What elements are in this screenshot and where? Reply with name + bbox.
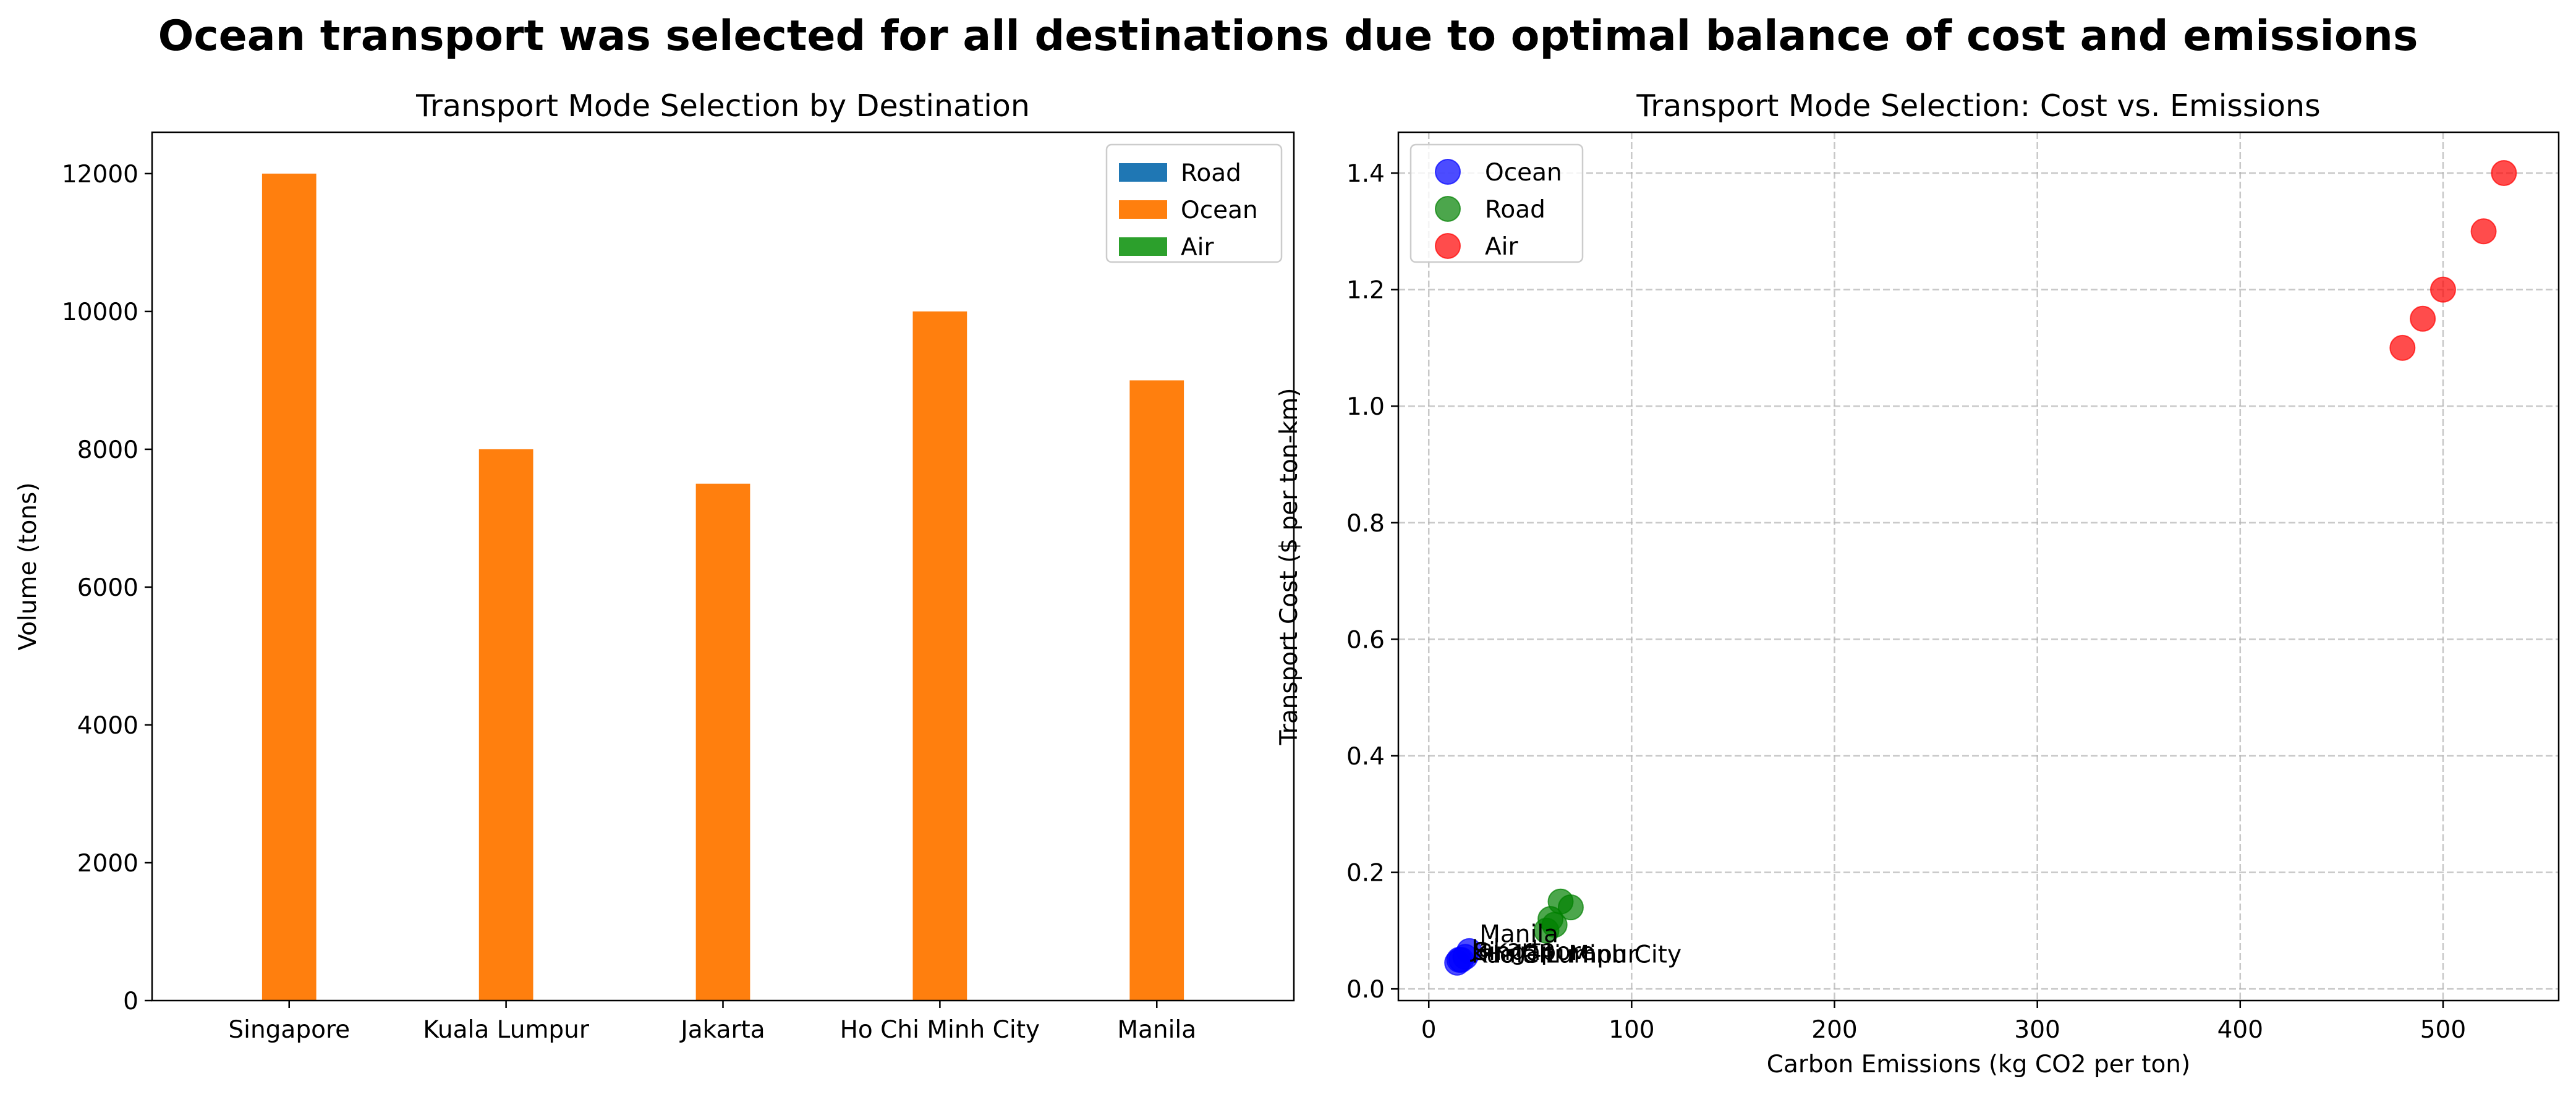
bar-legend-swatch-ocean [1119, 200, 1167, 219]
bar-chart-panel: 0 2000 4000 6000 8000 10000 12000 Singapore Kual… [14, 88, 1295, 1044]
bar-legend: Road Ocean Air [1105, 143, 1283, 263]
bar-ocean-4 [1129, 380, 1184, 1001]
scatter-legend-marker-ocean [1435, 159, 1461, 185]
bar-xtick-label-2: Jakarta [679, 1016, 765, 1044]
bar-ytick-label-6: 12000 [62, 161, 138, 188]
bar-legend-label-air: Air [1181, 234, 1215, 261]
bar-legend-swatch-road [1119, 163, 1167, 182]
scatter-ytick-label-3: 0.6 [1346, 626, 1385, 654]
annotation-3: Kuala Lumpur [1471, 941, 1638, 969]
bar-ocean-3 [912, 311, 967, 1001]
annotation-4: Ho Chi Minh City [1482, 941, 1682, 969]
scatter-xtick-label-0: 0 [1421, 1016, 1437, 1044]
scatter-legend-label-ocean: Ocean [1485, 159, 1562, 187]
point-air-0 [2429, 276, 2456, 303]
point-air-1 [2491, 160, 2517, 187]
bar-legend-label-road: Road [1181, 159, 1241, 187]
bar-xtick-label-3: Ho Chi Minh City [840, 1016, 1040, 1044]
scatter-x-axis-label: Carbon Emissions (kg CO2 per ton) [1767, 1051, 2191, 1078]
scatter-xtick-label-1: 100 [1609, 1016, 1654, 1044]
scatter-ytick-label-2: 0.4 [1346, 743, 1385, 771]
point-ocean-4 [1456, 938, 1482, 964]
point-air-3 [2470, 218, 2497, 245]
bar-ytick-label-5: 10000 [62, 299, 138, 326]
scatter-y-axis-label: Transport Cost ($ per ton-km) [1275, 388, 1303, 746]
annotation-0: Manila [1479, 921, 1558, 949]
scatter-legend-label-road: Road [1485, 196, 1545, 224]
scatter-ytick-label-1: 0.2 [1346, 860, 1385, 887]
scatter-xtick-label-3: 300 [2014, 1016, 2060, 1044]
bar-legend-swatch-air [1119, 237, 1167, 256]
scatter-ytick-label-6: 1.2 [1346, 277, 1385, 305]
scatter-legend-marker-road [1435, 196, 1461, 222]
point-air-2 [2389, 334, 2416, 361]
point-air-4 [2410, 305, 2436, 332]
scatter-ytick-label-5: 1.0 [1346, 393, 1385, 421]
bar-ytick-label-2: 4000 [77, 712, 138, 740]
scatter-legend: Ocean Road Air [1409, 143, 1584, 263]
bar-legend-label-ocean: Ocean [1181, 197, 1258, 224]
point-road-1 [1557, 894, 1584, 921]
point-road-4 [1533, 917, 1560, 944]
scatter-xtick-label-5: 500 [2420, 1016, 2466, 1044]
bar-ytick-label-0: 0 [123, 988, 138, 1015]
bar-ytick-label-1: 2000 [77, 850, 138, 878]
scatter-ytick-label-0: 0.0 [1346, 976, 1385, 1004]
scatter-legend-marker-air [1435, 233, 1461, 259]
bar-ocean-1 [478, 449, 533, 1001]
bar-chart-title: Transport Mode Selection by Destination [415, 88, 1030, 124]
annotation-1: Jakarta [1469, 935, 1555, 963]
bar-xtick-label-0: Singapore [228, 1016, 350, 1044]
annotation-2: Singapore [1473, 938, 1595, 966]
scatter-legend-label-air: Air [1485, 233, 1519, 261]
bar-y-axis-label: Volume (tons) [14, 482, 42, 650]
bar-xtick-label-4: Manila [1117, 1016, 1196, 1044]
scatter-ytick-label-7: 1.4 [1346, 160, 1385, 188]
bar-xtick-label-1: Kuala Lumpur [423, 1016, 590, 1044]
bar-ocean-2 [695, 483, 750, 1001]
scatter-ytick-label-4: 0.8 [1346, 510, 1385, 538]
bar-ocean-0 [261, 173, 317, 1001]
bar-ytick-label-3: 6000 [77, 574, 138, 602]
scatter-xtick-label-4: 400 [2217, 1016, 2263, 1044]
scatter-xtick-label-2: 200 [1811, 1016, 1857, 1044]
scatter-axes-frame [1397, 131, 2560, 1002]
scatter-chart-title: Transport Mode Selection: Cost vs. Emiss… [1636, 88, 2320, 124]
figure-title: Ocean transport was selected for all des… [158, 12, 2418, 61]
bar-ytick-label-4: 8000 [77, 436, 138, 464]
